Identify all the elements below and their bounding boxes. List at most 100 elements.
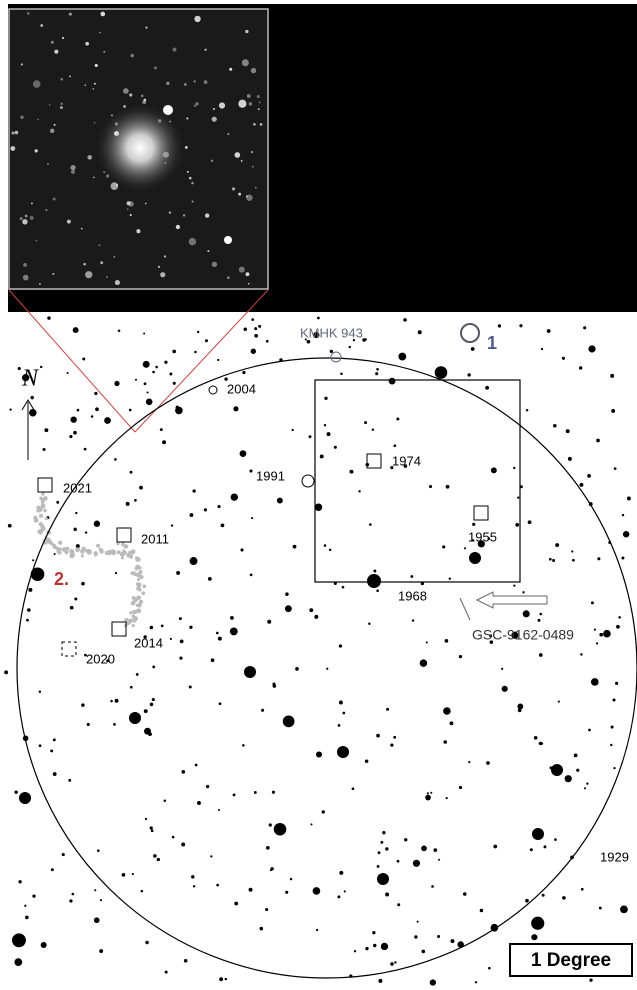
inset-star — [245, 29, 249, 34]
star — [306, 339, 311, 344]
inset-star — [47, 162, 49, 165]
star — [40, 941, 47, 948]
star — [421, 845, 427, 852]
trail-point — [80, 549, 85, 554]
star — [30, 395, 34, 400]
star — [131, 873, 134, 876]
inset-star — [93, 82, 96, 85]
star — [328, 548, 332, 552]
star — [398, 352, 407, 361]
trail-point — [134, 573, 138, 577]
star — [28, 587, 33, 592]
inset-star — [143, 98, 147, 102]
star — [562, 896, 566, 900]
star — [56, 500, 60, 504]
inset-star — [93, 121, 96, 124]
star — [443, 740, 448, 744]
trail-point — [111, 551, 116, 556]
star — [22, 374, 30, 382]
star — [386, 707, 390, 711]
star — [517, 703, 524, 710]
star — [463, 547, 467, 550]
star — [285, 890, 289, 894]
star — [244, 666, 256, 678]
star — [196, 330, 200, 334]
inset-star — [191, 181, 194, 185]
trail-point — [39, 514, 43, 518]
inset-star — [186, 117, 189, 120]
inset-star — [250, 67, 257, 74]
inset-star — [145, 26, 148, 29]
star — [417, 330, 422, 335]
star — [66, 372, 69, 375]
star — [99, 899, 103, 902]
star — [403, 318, 407, 322]
trail-point — [141, 591, 146, 596]
inset-star — [136, 229, 141, 234]
star — [314, 503, 323, 511]
star — [621, 513, 625, 517]
star — [411, 619, 415, 622]
star — [324, 396, 328, 400]
star — [501, 685, 508, 692]
field-circle — [16, 357, 637, 979]
star — [351, 787, 355, 791]
star — [539, 612, 543, 616]
inset-star — [188, 237, 197, 246]
inset-star — [211, 261, 218, 268]
inset-star — [182, 214, 186, 217]
star — [4, 670, 9, 675]
trail-point — [87, 549, 92, 555]
star — [189, 513, 194, 518]
star — [240, 548, 244, 552]
star — [340, 372, 343, 375]
star — [373, 569, 377, 573]
inset-star — [203, 80, 208, 85]
star — [376, 733, 380, 738]
inset-star — [129, 213, 132, 217]
star — [143, 635, 147, 639]
inset-star — [10, 146, 16, 151]
star — [273, 822, 287, 836]
star — [292, 544, 297, 549]
inset-star — [166, 81, 170, 85]
star — [32, 559, 35, 562]
star — [178, 617, 182, 621]
star — [590, 678, 599, 686]
star — [189, 557, 198, 566]
inset-star — [115, 183, 118, 187]
star — [621, 556, 625, 560]
star — [121, 873, 126, 877]
inset-star — [60, 102, 63, 105]
star — [319, 454, 324, 459]
inset-star — [130, 53, 134, 58]
star — [404, 838, 408, 842]
star — [38, 690, 42, 694]
star — [152, 665, 156, 669]
pointer-arrow — [475, 591, 548, 609]
inset-star — [238, 99, 247, 108]
star — [380, 942, 389, 951]
star — [135, 673, 139, 676]
star — [172, 381, 176, 385]
inset-star — [60, 77, 64, 81]
inset-star — [50, 128, 55, 133]
star — [333, 581, 337, 585]
star — [284, 605, 292, 613]
trail-point — [130, 600, 136, 606]
star — [593, 628, 596, 631]
position-marker — [473, 505, 489, 521]
inset-star — [24, 214, 28, 218]
star — [181, 770, 186, 774]
inset-star — [23, 263, 27, 267]
inset-star — [218, 102, 226, 109]
inset-star — [160, 272, 166, 278]
star — [261, 708, 265, 712]
north-label: N — [21, 366, 40, 392]
star — [513, 584, 516, 587]
trail-point — [55, 546, 60, 551]
star — [114, 458, 117, 461]
star — [304, 338, 307, 341]
star — [99, 949, 104, 953]
position-marker — [37, 477, 53, 493]
